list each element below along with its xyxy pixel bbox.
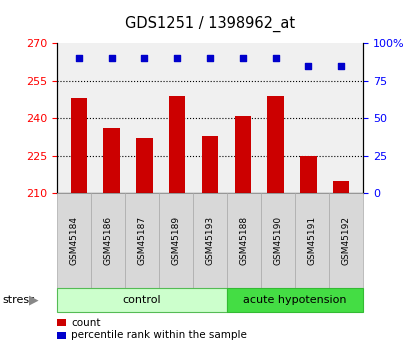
Bar [169, 96, 185, 193]
Point [141, 55, 148, 61]
Text: GSM45190: GSM45190 [274, 216, 283, 265]
Point [207, 55, 213, 61]
Text: GSM45191: GSM45191 [308, 216, 317, 265]
Point [76, 55, 82, 61]
Text: GSM45189: GSM45189 [171, 216, 181, 265]
Point [174, 55, 181, 61]
Bar [235, 116, 251, 193]
Text: control: control [123, 295, 161, 305]
Point [239, 55, 246, 61]
Text: percentile rank within the sample: percentile rank within the sample [71, 331, 247, 340]
Text: GSM45192: GSM45192 [342, 216, 351, 265]
Text: GSM45187: GSM45187 [137, 216, 146, 265]
Text: count: count [71, 318, 100, 327]
Text: acute hypotension: acute hypotension [244, 295, 347, 305]
Bar [268, 96, 284, 193]
Text: ▶: ▶ [29, 294, 38, 307]
Point [272, 55, 279, 61]
Text: stress: stress [2, 295, 35, 305]
Text: GSM45188: GSM45188 [239, 216, 249, 265]
Point [108, 55, 115, 61]
Bar [71, 98, 87, 193]
Text: GSM45186: GSM45186 [103, 216, 112, 265]
Bar [300, 156, 317, 193]
Bar [333, 181, 349, 193]
Point [338, 63, 344, 68]
Point [305, 63, 312, 68]
Bar [136, 138, 152, 193]
Bar [103, 128, 120, 193]
Text: GSM45184: GSM45184 [69, 216, 78, 265]
Bar [202, 136, 218, 193]
Text: GSM45193: GSM45193 [205, 216, 215, 265]
Text: GDS1251 / 1398962_at: GDS1251 / 1398962_at [125, 16, 295, 32]
